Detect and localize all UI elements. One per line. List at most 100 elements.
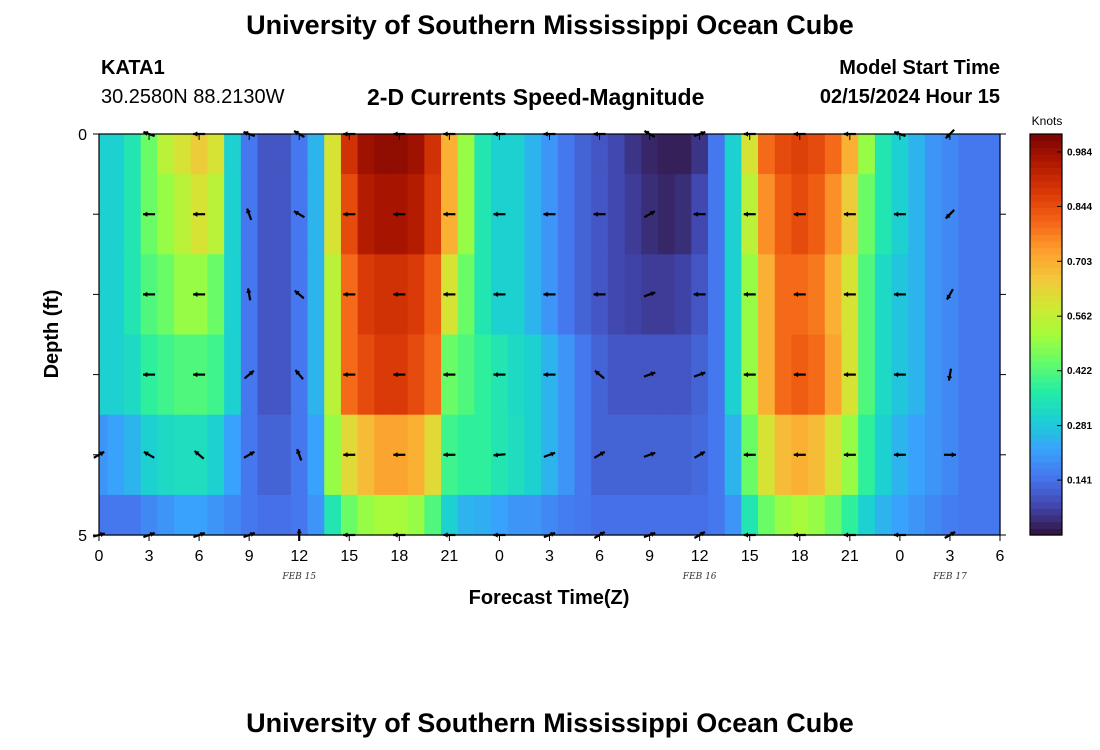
colorbar-swatch (1030, 234, 1062, 242)
colorbar-swatch (1030, 408, 1062, 416)
heatmap-cell (924, 414, 943, 496)
current-arrow (843, 452, 856, 458)
heatmap-cell (824, 254, 843, 336)
colorbar-swatch (1030, 448, 1062, 456)
current-arrow (143, 450, 155, 459)
colorbar-swatch (1030, 301, 1062, 309)
heatmap-cell (991, 134, 1001, 175)
current-arrow (293, 289, 305, 300)
current-arrow (493, 211, 506, 217)
heatmap-cell (607, 134, 626, 175)
heatmap-cell (724, 254, 742, 336)
current-arrow (893, 211, 906, 217)
heatmap-cell (941, 134, 959, 175)
heatmap-cell (290, 134, 309, 175)
current-arrow (944, 209, 955, 220)
heatmap-cell (758, 494, 776, 536)
current-arrow (594, 369, 605, 380)
heatmap-cell (557, 174, 576, 255)
current-arrow (443, 291, 456, 298)
heatmap-cell (407, 494, 425, 536)
x-tick-label: 9 (645, 548, 654, 565)
current-arrow (843, 291, 856, 298)
colorbar-swatch (1030, 174, 1062, 182)
heatmap-cell (441, 494, 459, 536)
x-axis-label: Forecast Time(Z) (469, 587, 630, 609)
heatmap-cell (574, 414, 592, 496)
colorbar-swatch (1030, 501, 1062, 509)
current-arrow (743, 211, 756, 217)
colorbar-swatch (1030, 260, 1062, 269)
heatmap-cell (691, 494, 709, 536)
heatmap-cell (474, 494, 492, 536)
x-tick-label: 18 (791, 548, 809, 565)
colorbar-unit-label: Knots (1032, 114, 1063, 128)
colorbar-tick-label: 0.281 (1067, 421, 1092, 432)
heatmap-cell (307, 134, 325, 175)
heatmap-cell (274, 494, 292, 536)
current-arrow (693, 450, 706, 459)
heatmap-cell (774, 414, 793, 496)
heatmap-cell (524, 134, 542, 175)
colorbar: 0.141 0.281 0.422 0.562 0.703 0.844 0.984 (1029, 133, 1092, 536)
heatmap-cell (99, 254, 108, 336)
heatmap-cell (824, 174, 843, 255)
heatmap-cell (674, 254, 692, 336)
colorbar-tick-label: 0.703 (1067, 257, 1092, 268)
current-arrow (893, 371, 906, 378)
heatmap-cell (257, 494, 275, 536)
heatmap-cell (574, 494, 592, 536)
heatmap-cell (808, 494, 826, 536)
colorbar-swatch (1030, 274, 1062, 282)
heatmap-cell (607, 494, 626, 536)
heatmap-cell (424, 254, 442, 336)
heatmap-cell (407, 174, 425, 255)
current-arrow (693, 291, 706, 298)
heatmap-cell (557, 254, 576, 336)
heatmap-cell (974, 134, 993, 175)
heatmap-cell (858, 334, 876, 416)
colorbar-tick-label: 0.844 (1067, 202, 1092, 213)
heatmap-cell (691, 134, 709, 175)
heatmap-cell (307, 334, 325, 416)
date-label: FEB 16 (682, 572, 717, 582)
heatmap-cell (257, 334, 275, 416)
current-arrow (443, 371, 456, 378)
heatmap-cell (124, 134, 142, 175)
current-arrow (743, 452, 756, 458)
heatmap-cell (274, 134, 292, 175)
heatmap-cell (624, 134, 642, 175)
heatmap-cell (124, 414, 142, 496)
current-arrow (743, 371, 756, 378)
heatmap-cell (190, 494, 209, 536)
heatmap-cell (891, 494, 909, 536)
heatmap-cell (207, 254, 225, 336)
page-title: University of Southern Mississippi Ocean… (246, 10, 854, 40)
heatmap-cell (958, 494, 976, 536)
current-arrow (493, 291, 506, 298)
colorbar-swatch (1030, 488, 1062, 496)
heatmap-cell (557, 414, 576, 496)
heatmap-cell (657, 134, 676, 175)
model-start-label: Model Start Time (839, 57, 1000, 79)
heatmap-cell (441, 134, 459, 175)
heatmap-cell (274, 254, 292, 336)
heatmap-cell (407, 134, 425, 175)
heatmap-cell (390, 494, 409, 536)
heatmap-cell (874, 174, 893, 255)
station-coordinates: 30.2580N 88.2130W (101, 86, 285, 108)
heatmap-cell (99, 334, 108, 416)
heatmap-cell (224, 254, 242, 336)
current-arrow (793, 291, 806, 298)
heatmap-cell (174, 134, 192, 175)
heatmap-cell (424, 494, 442, 536)
heatmap-cell (858, 134, 876, 175)
heatmap-cell (824, 134, 843, 175)
heatmap-cell (607, 414, 626, 496)
colorbar-swatch (1030, 220, 1062, 229)
colorbar-swatch (1030, 414, 1062, 422)
heatmap-cell (274, 174, 292, 255)
heatmap-cell (374, 134, 392, 175)
heatmap-cell (491, 494, 509, 536)
heatmap-cell (991, 334, 1001, 416)
